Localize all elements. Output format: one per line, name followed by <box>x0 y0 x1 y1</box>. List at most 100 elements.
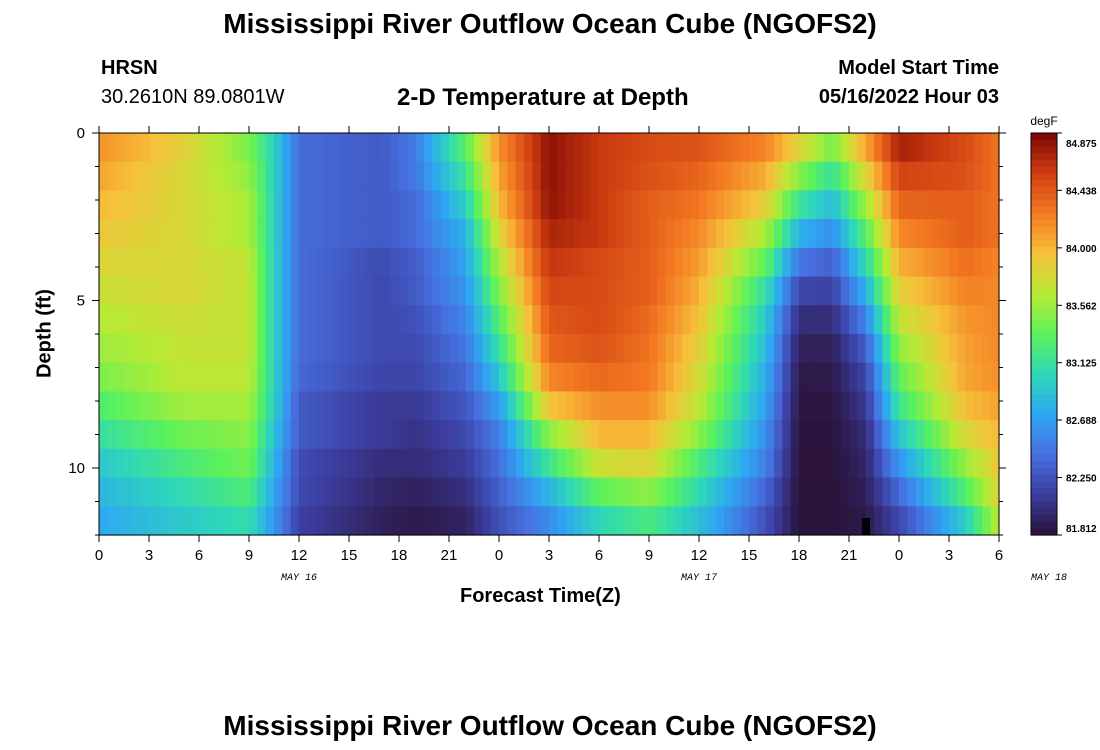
heatmap-cell <box>824 190 833 220</box>
heatmap-cell <box>474 305 483 335</box>
heatmap-cell <box>507 276 517 306</box>
heatmap-cell <box>815 506 825 536</box>
heatmap-cell <box>832 247 842 278</box>
heatmap-cell <box>790 334 800 364</box>
heatmap-cell <box>574 219 583 249</box>
heatmap-cell <box>924 247 933 278</box>
heatmap-cell <box>274 506 283 536</box>
heatmap-cell <box>774 448 783 479</box>
heatmap-cell <box>724 190 733 220</box>
heatmap-cell <box>540 391 550 421</box>
heatmap-cell <box>232 506 242 536</box>
heatmap-cell <box>324 219 333 249</box>
colorbar-swatch <box>1031 267 1057 275</box>
heatmap-cell <box>207 420 217 450</box>
heatmap-cell <box>865 391 875 421</box>
heatmap-cell <box>465 161 475 192</box>
heatmap-cell <box>157 219 167 249</box>
heatmap-cell <box>240 247 250 278</box>
x-tick-label: 6 <box>195 547 203 564</box>
heatmap-cell <box>357 506 367 536</box>
heatmap-cell <box>499 420 508 450</box>
colorbar-swatch <box>1031 340 1057 348</box>
heatmap-cell <box>690 506 700 536</box>
heatmap-cell <box>599 477 608 507</box>
heatmap-cell <box>657 448 667 479</box>
heatmap-cell <box>807 305 817 335</box>
heatmap-cell <box>799 190 808 220</box>
heatmap-cell <box>149 506 158 536</box>
heatmap-cell <box>132 190 142 220</box>
heatmap-cell <box>157 161 167 192</box>
heatmap-cell <box>757 477 767 507</box>
heatmap-cell <box>124 362 133 393</box>
heatmap-cell <box>540 506 550 536</box>
heatmap-cell <box>290 161 300 192</box>
heatmap-cell <box>807 362 817 393</box>
heatmap-cell <box>182 420 192 450</box>
x-tick-label: 0 <box>895 547 903 564</box>
heatmap-cell <box>782 161 792 192</box>
heatmap-cell <box>640 219 650 249</box>
heatmap-cell <box>915 247 925 278</box>
heatmap-cell <box>449 334 458 364</box>
heatmap-cell <box>324 420 333 450</box>
heatmap-cell <box>415 133 425 163</box>
heatmap-cell <box>932 276 942 306</box>
heatmap-cell <box>949 161 958 192</box>
heatmap-cell <box>390 247 400 278</box>
heatmap-cell <box>665 506 675 536</box>
heatmap-cell <box>524 477 533 507</box>
heatmap-cell <box>632 276 642 306</box>
heatmap-cell <box>332 247 342 278</box>
heatmap-cell <box>132 420 142 450</box>
heatmap-cell <box>707 190 717 220</box>
heatmap-cell <box>757 133 767 163</box>
heatmap-cell <box>549 276 558 306</box>
heatmap-cell <box>807 247 817 278</box>
heatmap-cell <box>549 247 558 278</box>
heatmap-cell <box>165 219 175 249</box>
heatmap-cell <box>757 305 767 335</box>
heatmap-cell <box>990 305 1000 335</box>
heatmap-cell <box>707 219 717 249</box>
heatmap-cell <box>582 362 592 393</box>
heatmap-cell <box>265 276 275 306</box>
heatmap-cell <box>690 391 700 421</box>
heatmap-cell <box>574 391 583 421</box>
heatmap-cell <box>690 161 700 192</box>
heatmap-cell <box>315 506 325 536</box>
heatmap-cell <box>124 133 133 163</box>
heatmap-cell <box>815 477 825 507</box>
heatmap-cell <box>432 161 442 192</box>
heatmap-cell <box>249 276 258 306</box>
heatmap-cell <box>549 334 558 364</box>
heatmap-cell <box>365 477 375 507</box>
heatmap-cell <box>540 362 550 393</box>
colorbar-swatch <box>1031 454 1057 462</box>
heatmap-cell <box>340 247 350 278</box>
heatmap-cell <box>490 477 500 507</box>
heatmap-cell <box>857 276 867 306</box>
heatmap-cell <box>182 391 192 421</box>
heatmap-cell <box>515 362 525 393</box>
heatmap-cell <box>257 219 267 249</box>
heatmap-cell <box>724 362 733 393</box>
colorbar-swatch <box>1031 260 1057 268</box>
heatmap-cell <box>799 305 808 335</box>
heatmap-cell <box>799 334 808 364</box>
colorbar-swatch <box>1031 514 1057 523</box>
heatmap-cell <box>324 362 333 393</box>
heatmap-cell <box>682 305 692 335</box>
colorbar-swatch <box>1031 360 1057 369</box>
heatmap-cell <box>882 362 892 393</box>
x-tick-label: 9 <box>245 547 253 564</box>
heatmap-cell <box>432 391 442 421</box>
heatmap-cell <box>724 334 733 364</box>
heatmap-cell <box>557 247 567 278</box>
heatmap-cell <box>632 219 642 249</box>
heatmap-cell <box>290 133 300 163</box>
heatmap-cell <box>615 276 625 306</box>
heatmap-cell <box>265 420 275 450</box>
heatmap-cell <box>882 420 892 450</box>
